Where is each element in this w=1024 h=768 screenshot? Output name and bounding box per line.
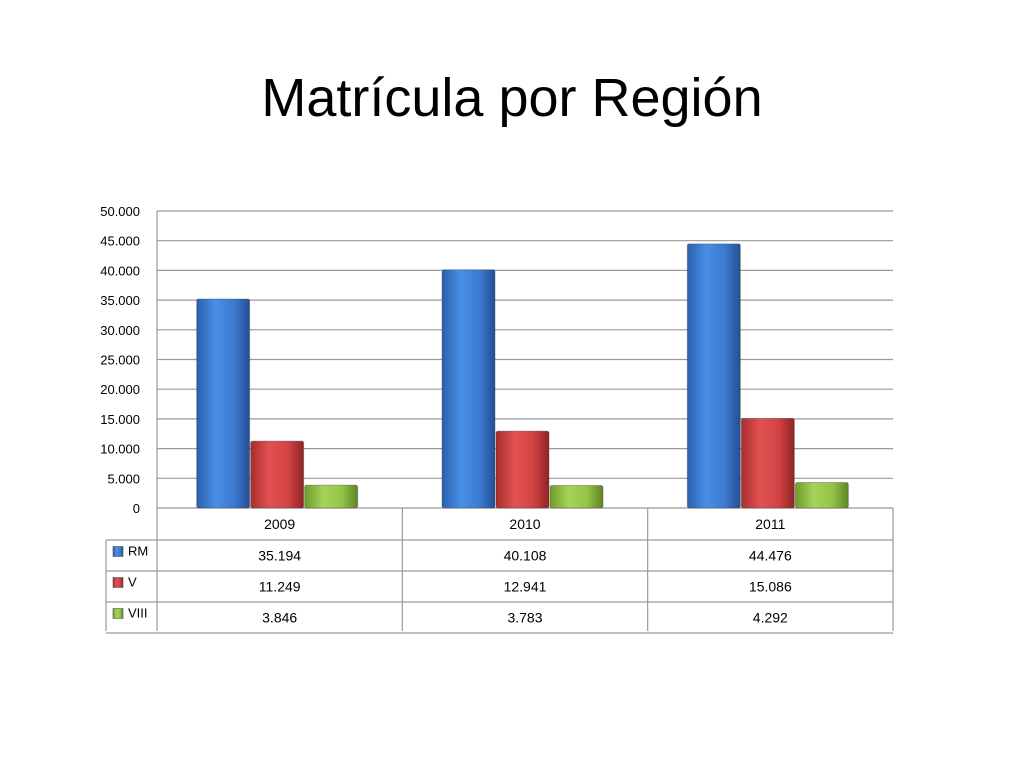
bar-rm-2011 [686, 243, 741, 509]
data-label: 11.249 [259, 579, 301, 595]
slide-title: Matrícula por Región [261, 68, 763, 128]
data-table: 2009 2010 2011 RM 35.194 40.108 44.476 V 11.249 1… [105, 508, 894, 634]
data-label: 3.846 [262, 610, 297, 626]
y-tick-label: 25.000 [100, 353, 140, 368]
y-tick-label: 15.000 [100, 412, 140, 427]
bar-rm-2010 [441, 269, 496, 509]
y-tick-label: 20.000 [100, 382, 140, 397]
data-label: 3.783 [507, 610, 542, 626]
y-tick-label: 50.000 [100, 204, 140, 219]
data-label: 12.941 [504, 579, 547, 595]
x-category-label: 2009 [264, 516, 295, 532]
bar-rm-2009 [196, 298, 251, 509]
legend-label: RM [128, 544, 148, 559]
legend-key-rm [112, 546, 124, 557]
bar-viii-2010 [549, 485, 604, 509]
data-label: 4.292 [753, 610, 788, 626]
x-category-label: 2011 [755, 516, 785, 532]
y-tick-label: 35.000 [100, 293, 140, 308]
legend-key-v [112, 577, 124, 588]
y-axis: 0 5.000 10.000 15.000 20.000 25.000 30.000 35.0… [100, 204, 158, 516]
bar-v-2010 [495, 430, 550, 509]
bars [196, 243, 849, 509]
y-tick-label: 30.000 [100, 323, 140, 338]
y-tick-label: 45.000 [100, 234, 140, 249]
data-label: 15.086 [749, 579, 792, 595]
data-label: 40.108 [504, 548, 547, 564]
bar-viii-2009 [304, 484, 359, 509]
data-label: 44.476 [749, 548, 792, 564]
y-tick-label: 0 [133, 501, 140, 516]
y-tick-label: 40.000 [100, 263, 140, 278]
legend-key-viii [112, 608, 124, 619]
legend-label: VIII [128, 606, 148, 621]
bar-v-2009 [250, 440, 305, 509]
bar-viii-2011 [794, 482, 849, 509]
x-category-label: 2010 [509, 516, 540, 532]
legend-label: V [128, 575, 137, 590]
bar-v-2011 [740, 417, 795, 509]
y-tick-label: 5.000 [107, 471, 140, 486]
data-label: 35.194 [258, 548, 301, 564]
y-tick-label: 10.000 [100, 442, 140, 457]
